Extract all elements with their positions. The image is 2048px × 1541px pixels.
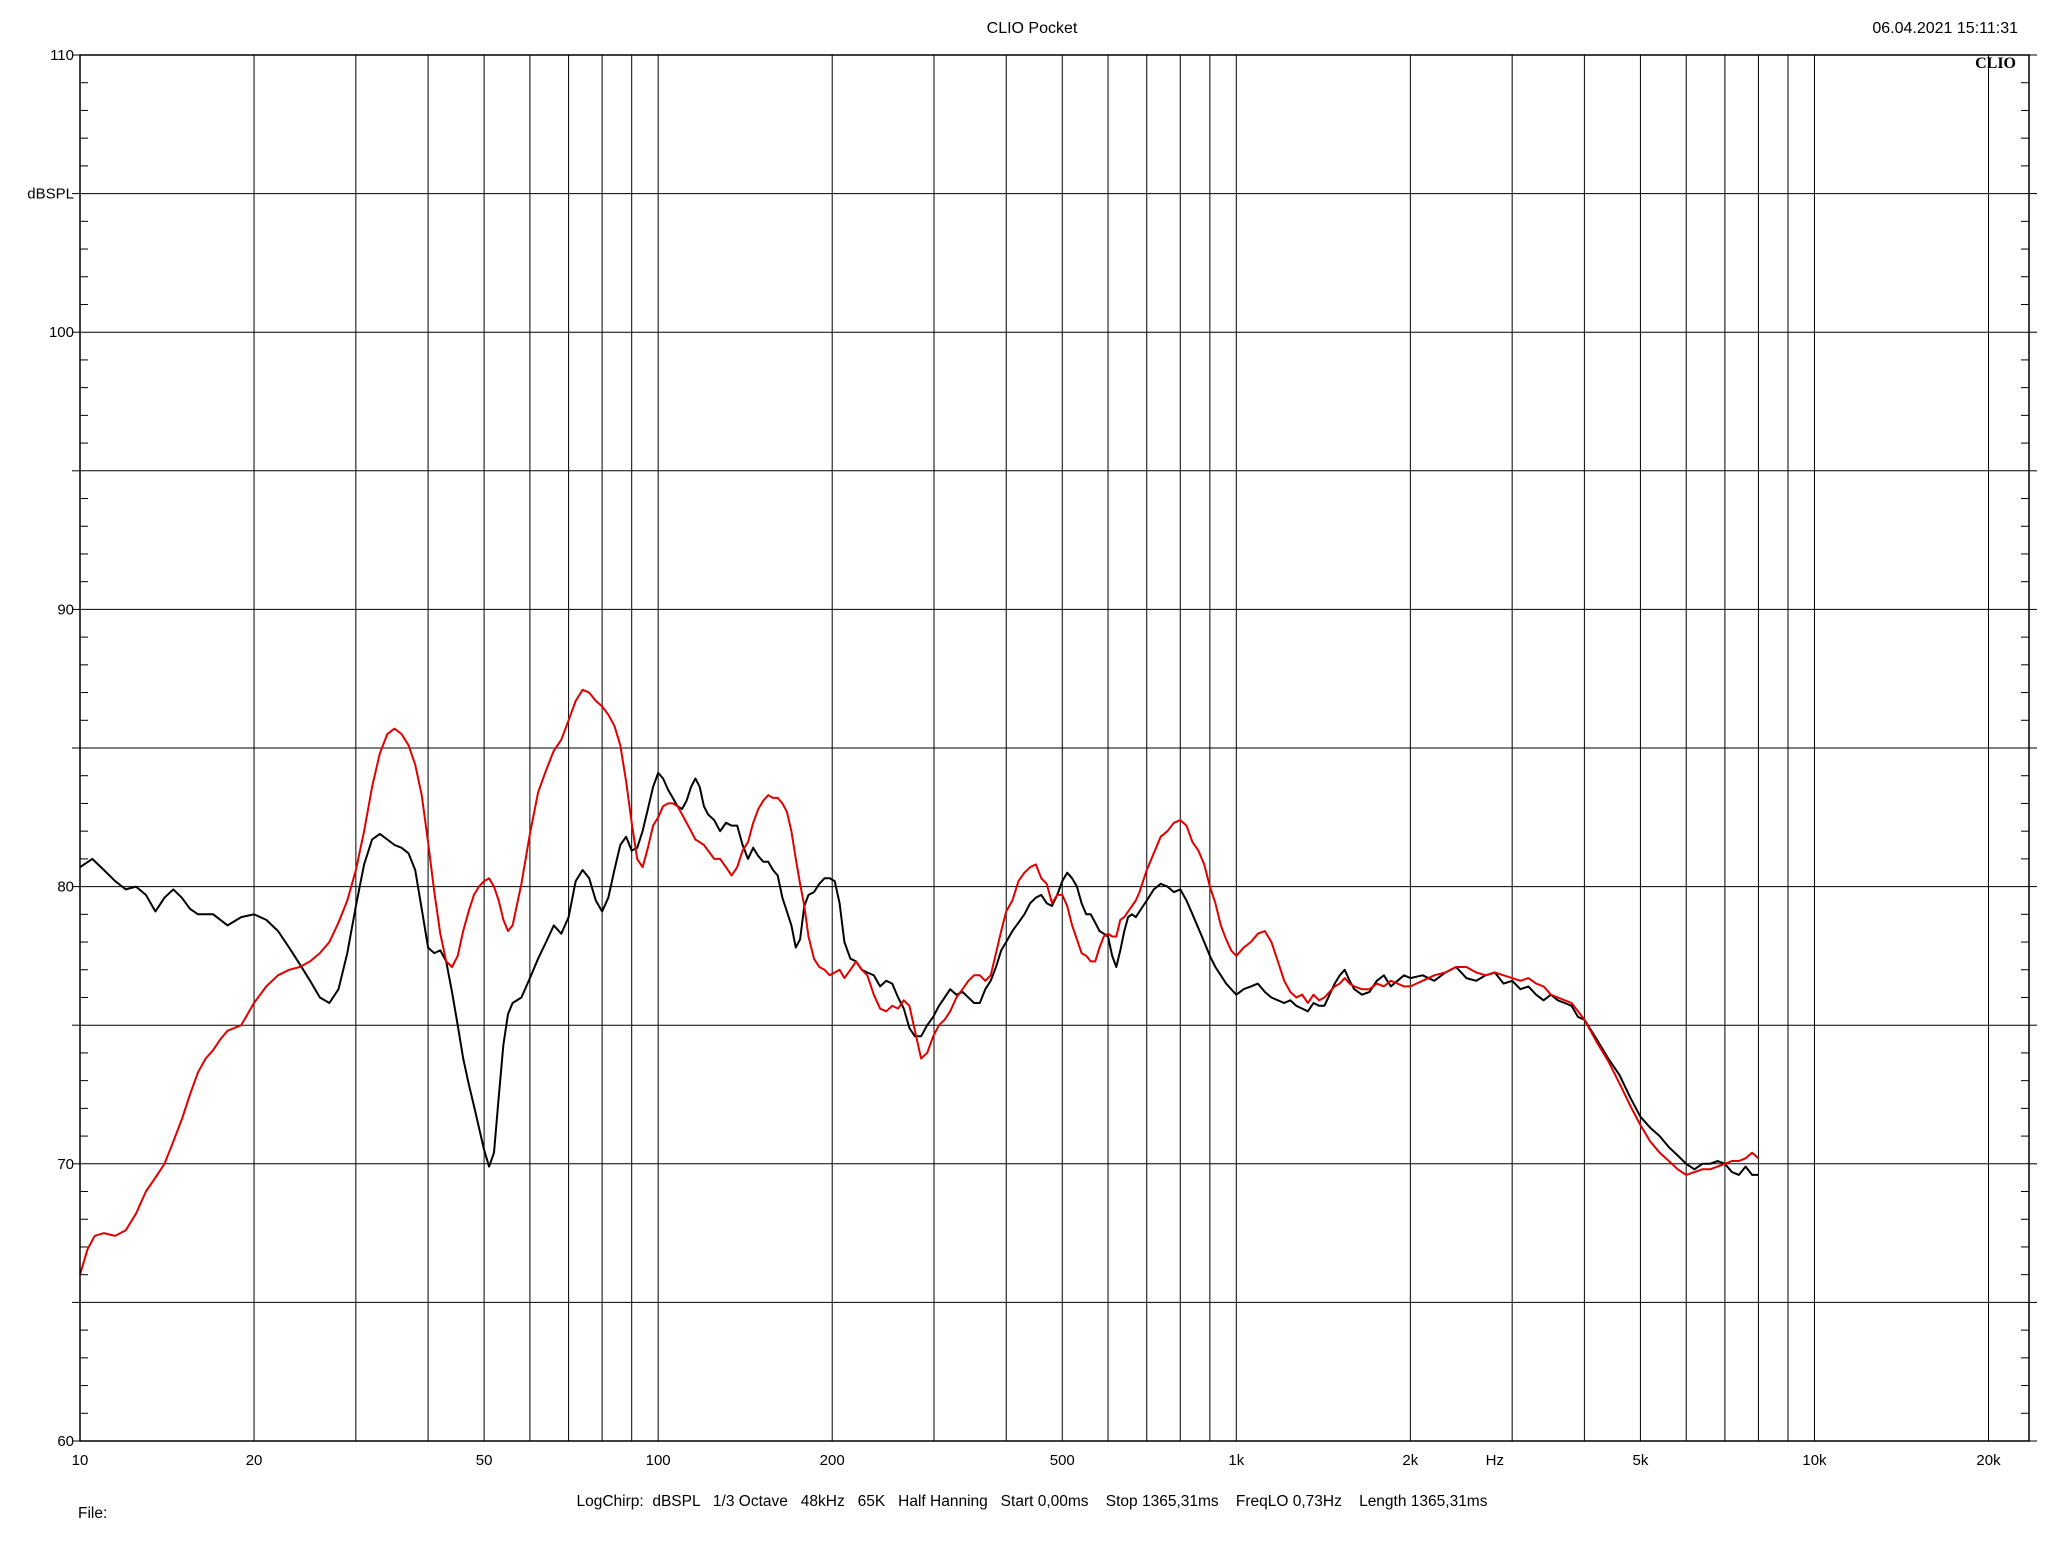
timestamp: 06.04.2021 15:11:31: [1872, 20, 2018, 37]
x-tick-label: 20: [246, 1452, 263, 1469]
x-tick-label: 500: [1050, 1452, 1075, 1469]
grid: [72, 54, 2037, 1442]
y-tick-label: 80: [57, 879, 74, 896]
x-tick-label: 10k: [1802, 1452, 1827, 1469]
x-tick-label: 5k: [1633, 1452, 1649, 1469]
y-tick-label: 90: [57, 601, 74, 618]
series-layer: [79, 688, 1760, 1275]
chart-title: CLIO Pocket: [987, 20, 1078, 37]
x-tick-label: 100: [646, 1452, 671, 1469]
x-tick-label: 50: [476, 1452, 493, 1469]
y-tick-label: 60: [57, 1433, 74, 1450]
x-tick-label: 20k: [1976, 1452, 2001, 1469]
y-axis-unit-label: dBSPL: [27, 186, 74, 203]
clio-logo: CLIO: [1975, 55, 2016, 72]
series-line-red: [79, 688, 1760, 1275]
x-tick-label: 2k: [1402, 1452, 1418, 1469]
plot-frame: [79, 54, 2030, 1442]
x-axis-unit-label: Hz: [1486, 1452, 1504, 1469]
axis-labels: 10 20 50 100 200 500 1k 2k 5k 10k 20k Hz 110 100 90 80 7…: [27, 47, 2001, 1469]
x-tick-label: 1k: [1228, 1452, 1244, 1469]
series-line-black: [79, 771, 1759, 1176]
y-tick-label: 70: [57, 1156, 74, 1173]
x-tick-label: 10: [72, 1452, 89, 1469]
y-tick-label: 110: [50, 47, 74, 64]
measurement-settings: LogChirp: dBSPL 1/3 Octave 48kHz 65K Hal…: [577, 1493, 1488, 1510]
x-tick-label: 200: [820, 1452, 845, 1469]
file-label: File:: [78, 1505, 107, 1522]
y-tick-label: 100: [49, 324, 74, 341]
